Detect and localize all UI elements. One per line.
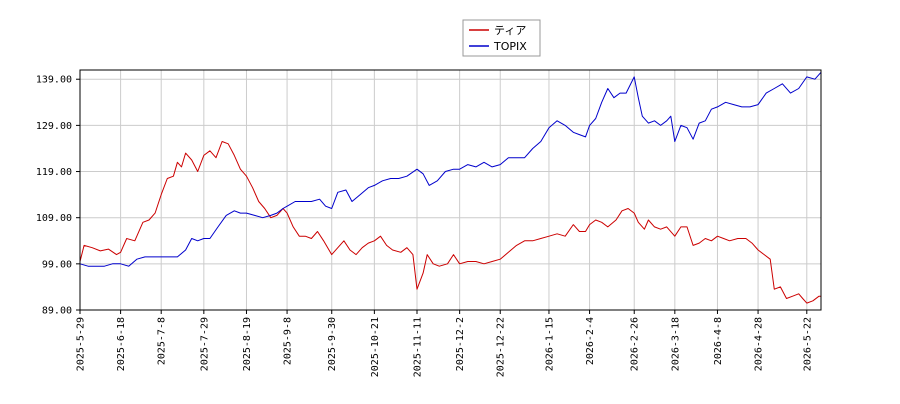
x-tick-label: 2026-4-8 [713,317,724,365]
legend: ティア TOPIX [462,19,541,57]
legend-box [462,19,541,57]
x-tick-label: 2025-5-29 [76,317,87,371]
x-tick-label: 2026-2-4 [585,317,596,365]
x-tick-label: 2025-11-11 [413,317,424,377]
x-tick-label: 2025-6-18 [116,317,127,371]
y-tick-label: 109.00 [36,213,72,224]
x-tick-label: 2025-7-29 [199,317,210,371]
x-tick-label: 2025-10-21 [370,317,381,377]
x-tick-label: 2026-2-26 [630,317,641,371]
x-tick-label: 2026-1-15 [544,317,555,371]
legend-label-tia: ティア [494,24,526,37]
series-lines [79,71,822,304]
series-line-1 [79,71,822,267]
axes: 89.00 99.00 109.00 119.00 129.00 139.00 2025-5… [36,75,813,377]
x-tick-label: 2026-4-28 [754,317,765,371]
x-tick-label: 2026-5-22 [802,317,813,371]
x-tick-label: 2025-9-8 [283,317,294,365]
x-tick-label: 2025-7-8 [157,317,168,365]
series-line-0 [79,141,821,304]
y-tick-label: 119.00 [36,167,72,178]
plot-frame [79,69,822,311]
legend-label-topix: TOPIX [493,40,527,53]
y-tick-label: 129.00 [36,121,72,132]
y-tick-label: 89.00 [42,306,72,317]
x-tick-label: 2025-9-30 [327,317,338,371]
y-tick-label: 99.00 [42,259,72,270]
x-tick-label: 2025-12-22 [496,317,507,377]
y-tick-label: 139.00 [36,75,72,86]
grid [79,70,821,311]
x-tick-label: 2025-8-19 [242,317,253,371]
x-tick-label: 2025-12-2 [455,317,466,371]
x-tick-label: 2026-3-18 [670,317,681,371]
